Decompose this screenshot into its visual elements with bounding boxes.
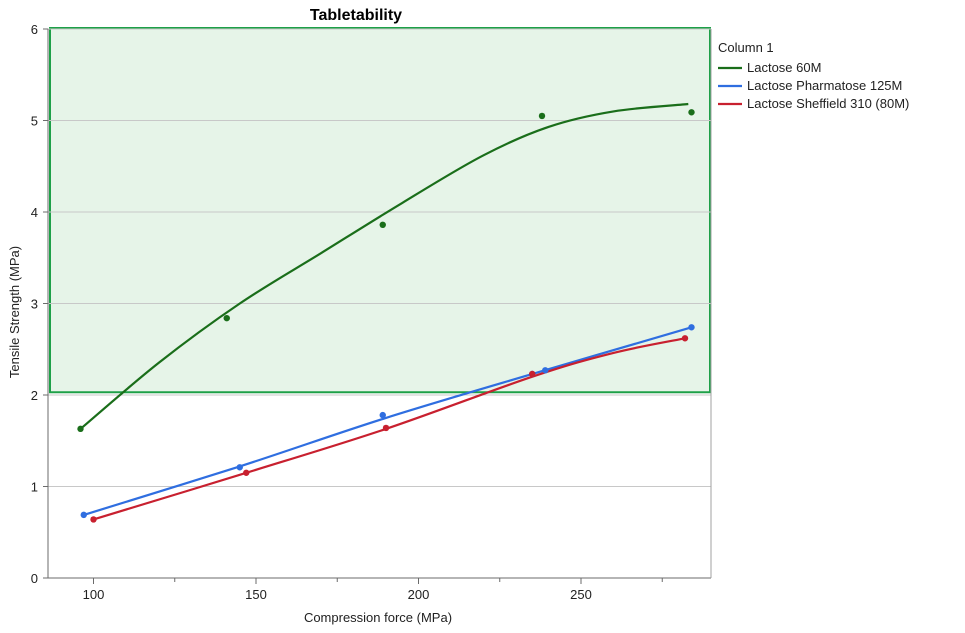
y-tick-label: 4 [31,205,38,220]
legend-title: Column 1 [718,40,774,55]
legend: Column 1 Lactose 60M Lactose Pharmatose 1… [718,40,909,111]
y-tick-label: 3 [31,297,38,312]
data-point [538,112,546,120]
data-point [688,109,695,116]
y-tick-label: 0 [31,571,38,586]
highlight-region [49,27,711,394]
chart-title: Tabletability [310,7,402,24]
grid-lines [48,28,711,487]
data-point [379,411,386,419]
legend-entry: Lactose Sheffield 310 (80M) [747,96,909,111]
x-axis-label: Compression force (MPa) [304,610,452,625]
data-point [379,221,386,229]
x-tick-label: 250 [570,587,592,602]
data-point [688,324,695,331]
data-point [542,367,549,374]
series-points [77,109,695,523]
series-line [79,102,689,430]
data-point [77,425,84,433]
x-tick-label: 150 [245,587,267,602]
x-ticks: 100 150 200 250 [83,578,663,602]
x-tick-label: 200 [408,587,430,602]
x-tick-label: 100 [83,587,105,602]
data-point [80,511,87,519]
data-point [90,516,97,523]
data-point [236,464,243,471]
y-tick-label: 6 [31,22,38,37]
series-line [83,326,692,516]
y-tick-label: 1 [31,480,38,495]
series-lines [79,102,692,521]
data-point [529,370,536,378]
data-point [243,469,250,476]
y-ticks: 0 1 2 3 4 5 6 [31,22,48,586]
y-tick-label: 2 [31,388,38,403]
data-point [382,424,390,432]
y-tick-label: 5 [31,114,38,129]
data-point [223,314,230,322]
legend-entry: Lactose 60M [747,60,821,75]
y-axis-label: Tensile Strength (MPa) [7,246,22,378]
series-line [93,337,686,521]
legend-entry: Lactose Pharmatose 125M [747,78,902,93]
data-point [681,335,689,342]
